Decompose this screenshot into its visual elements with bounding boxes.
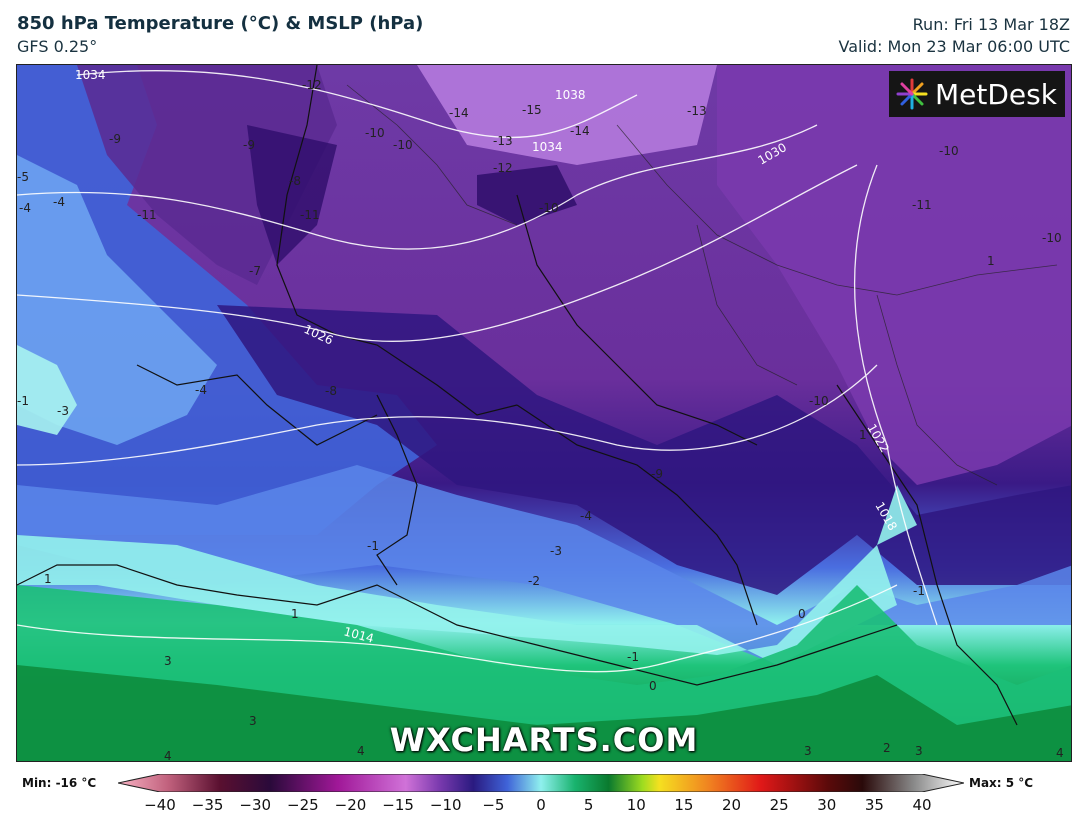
temp-label: 3 [804, 744, 812, 758]
temp-label: -12 [493, 161, 513, 175]
legend-tick-label: −10 [429, 796, 462, 814]
temp-label: -14 [449, 106, 469, 120]
legend-tick-label: 25 [769, 796, 789, 814]
temp-label: 1 [291, 607, 299, 621]
country-borders [346, 84, 1058, 486]
temp-label: -4 [195, 383, 207, 397]
temp-label: -12 [302, 78, 322, 92]
temp-label: -4 [19, 201, 31, 215]
isobar-label: 1034 [532, 140, 563, 154]
temp-label: -10 [365, 126, 385, 140]
legend-tick-label: 20 [721, 796, 742, 814]
temp-label: 3 [249, 714, 257, 728]
legend-max-label: Max: 5 °C [969, 776, 1034, 790]
legend-tick-label: 10 [626, 796, 646, 814]
temp-label: 0 [649, 679, 657, 693]
legend-tick-label: −25 [287, 796, 319, 814]
wxcharts-watermark: WXCHARTS.COM [389, 721, 699, 759]
chart-title: 850 hPa Temperature (°C) & MSLP (hPa) [17, 13, 424, 34]
isobar-label: 1038 [555, 88, 586, 102]
coastlines [17, 65, 1018, 726]
cyan-band [17, 485, 917, 665]
dark-green-south [17, 665, 1071, 761]
temp-label: -1 [913, 584, 925, 598]
temp-label: -1 [17, 394, 29, 408]
temp-label: -10 [939, 144, 959, 158]
temp-label: -2 [528, 574, 540, 588]
temp-label: -10 [539, 201, 559, 215]
temp-label: -9 [109, 132, 121, 146]
north-light-purple [417, 65, 717, 165]
west-mild-area [17, 155, 217, 445]
legend-tick-label: 35 [864, 796, 884, 814]
temp-label: -15 [522, 103, 542, 117]
metdesk-logo-text: MetDesk [935, 77, 1057, 111]
colorbar [118, 774, 964, 792]
run-time-label: Run: Fri 13 Mar 18Z [912, 15, 1070, 34]
temp-label: -11 [137, 208, 157, 222]
temp-label: -8 [289, 174, 301, 188]
temp-label: -13 [687, 104, 707, 118]
temp-label: -3 [57, 404, 69, 418]
temp-label: -10 [809, 394, 829, 408]
weather-map: -12 -14 -15 -13 -14 -12 -13 -10 -10 -9 -… [16, 64, 1072, 762]
valid-time-label: Valid: Mon 23 Mar 06:00 UTC [838, 37, 1070, 56]
temp-label: 4 [1056, 746, 1064, 760]
legend-tick-label: 30 [817, 796, 837, 814]
west-cyan-area [17, 345, 77, 435]
temp-label: -11 [300, 208, 320, 222]
temp-label: -4 [580, 509, 592, 523]
cold-trough-band [217, 305, 1071, 595]
temp-label: 4 [164, 749, 172, 762]
alps-cold-core [247, 125, 337, 265]
east-purple [717, 65, 1071, 485]
legend-tick-label: −40 [144, 796, 176, 814]
legend-ticks: −40 −35 −30 −25 −20 −15 −10 −5 0 5 10 15 20 25 30 35 40 [0, 796, 1088, 820]
temp-label: -5 [17, 170, 29, 184]
temp-label: 3 [915, 744, 923, 758]
temp-label: 4 [357, 744, 365, 758]
model-label: GFS 0.25° [17, 37, 98, 56]
temp-label: -7 [249, 264, 261, 278]
metdesk-logo: MetDesk [889, 71, 1065, 117]
temp-label: -9 [243, 138, 255, 152]
temp-label: -8 [325, 384, 337, 398]
legend-tick-label: −35 [191, 796, 224, 814]
legend-tick-label: −30 [239, 796, 272, 814]
temp-label: -9 [651, 467, 663, 481]
metdesk-star-icon [896, 78, 928, 110]
temp-label: -13 [493, 134, 513, 148]
temp-label: -1 [367, 539, 379, 553]
temp-label: 1 [44, 572, 52, 586]
temp-label: -10 [393, 138, 413, 152]
legend-tick-label: −5 [482, 796, 505, 814]
legend-tick-label: 0 [536, 796, 546, 814]
temperature-field: -12 -14 -15 -13 -14 -12 -13 -10 -10 -9 -… [17, 65, 1071, 762]
legend-min-label: Min: -16 °C [22, 776, 97, 790]
isobar-label: 1034 [75, 68, 106, 82]
temp-label: -1 [627, 650, 639, 664]
temp-label: 2 [883, 741, 891, 755]
legend-tick-label: 15 [674, 796, 694, 814]
isobars [17, 69, 938, 673]
legend-tick-label: −20 [334, 796, 367, 814]
temp-label: 1 [859, 428, 867, 442]
temp-label: 3 [164, 654, 172, 668]
legend-tick-label: 40 [912, 796, 932, 814]
temperature-labels: -12 -14 -15 -13 -14 -12 -13 -10 -10 -9 -… [17, 78, 1064, 762]
legend-tick-label: −15 [382, 796, 414, 814]
temp-label: -14 [570, 124, 590, 138]
temp-label: 1 [987, 254, 995, 268]
color-legend: Min: -16 °C [0, 766, 1088, 833]
legend-tick-label: 5 [583, 796, 594, 814]
temp-label: -4 [53, 195, 65, 209]
temp-label: -3 [550, 544, 562, 558]
temp-label: 0 [798, 607, 806, 621]
temp-label: -11 [912, 198, 932, 212]
temp-label: -10 [1042, 231, 1062, 245]
